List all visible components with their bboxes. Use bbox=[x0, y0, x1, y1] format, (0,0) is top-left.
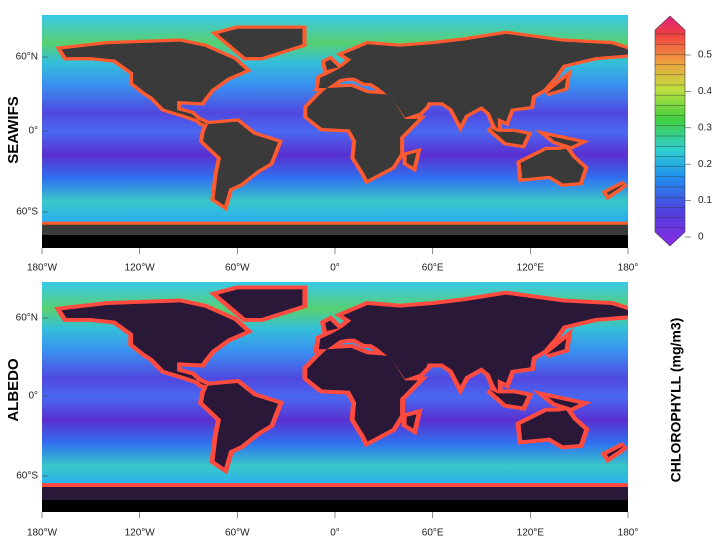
colorbar-tick-label: 0.5 bbox=[698, 50, 712, 61]
lon-label: 60°W bbox=[225, 528, 250, 539]
colorbar-tick-label: 0.1 bbox=[698, 195, 712, 206]
colorbar-tick-label: 0.2 bbox=[698, 159, 712, 170]
lon-label: 0° bbox=[330, 528, 340, 539]
no-data bbox=[42, 500, 628, 512]
no-data bbox=[42, 235, 628, 248]
colorbar-tick-label: 0.3 bbox=[698, 122, 712, 133]
lat-label: 0° bbox=[28, 126, 38, 137]
colorbar-title: CHLOROPHYLL (mg/m3) bbox=[668, 318, 684, 483]
lon-label: 120°E bbox=[517, 528, 545, 539]
lon-label: 180° bbox=[618, 528, 639, 539]
lon-label: 60°E bbox=[422, 263, 444, 274]
lon-label: 60°E bbox=[422, 528, 444, 539]
lon-label: 120°W bbox=[125, 263, 156, 274]
map-panel bbox=[42, 282, 628, 512]
panel-label: SEAWIFS bbox=[5, 96, 22, 164]
lat-label: 0° bbox=[28, 391, 38, 402]
colorbar-tick-label: 0 bbox=[698, 232, 704, 243]
lon-label: 180°W bbox=[27, 528, 58, 539]
colorbar-levels bbox=[655, 33, 685, 229]
lon-label: 120°W bbox=[125, 528, 156, 539]
colorbar bbox=[654, 15, 686, 247]
lat-label: 60°S bbox=[16, 471, 38, 482]
panel-label: ALBEDO bbox=[5, 358, 22, 422]
lon-label: 180° bbox=[618, 263, 639, 274]
map-panel bbox=[42, 15, 628, 248]
lat-label: 60°N bbox=[16, 313, 38, 324]
colorbar-tick-label: 0.4 bbox=[698, 86, 712, 97]
lat-label: 60°N bbox=[16, 52, 38, 63]
lat-label: 60°S bbox=[16, 207, 38, 218]
lon-label: 120°E bbox=[517, 263, 545, 274]
lon-label: 0° bbox=[330, 263, 340, 274]
lon-label: 180°W bbox=[27, 263, 58, 274]
lon-label: 60°W bbox=[225, 263, 250, 274]
